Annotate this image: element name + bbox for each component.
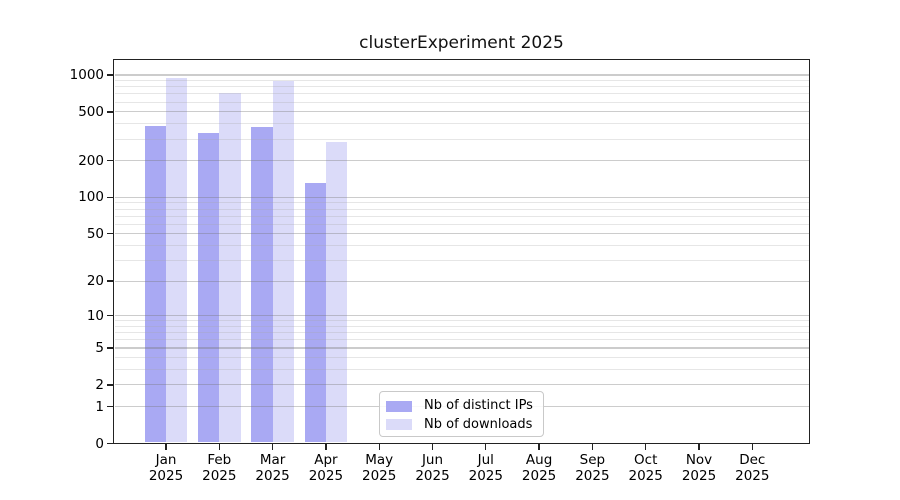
y-tick-2 (107, 384, 113, 386)
x-tick-label-nov-2025: Nov 2025 (681, 452, 717, 484)
y-tick-5 (107, 347, 113, 349)
legend-label-distinct-ips: Nb of distinct IPs (424, 398, 533, 413)
gridline-minor-60 (114, 223, 809, 225)
x-tick-label-may-2025: May 2025 (362, 452, 397, 484)
gridline-major-20 (114, 280, 809, 282)
x-tick-label-feb-2025: Feb 2025 (202, 452, 237, 484)
y-tick-label-10: 10 (86, 307, 104, 324)
gridline-minor-800 (114, 86, 809, 88)
x-tick-label-oct-2025: Oct 2025 (628, 452, 663, 484)
gridline-major-1000 (114, 74, 809, 76)
x-tick-feb-2025 (218, 444, 220, 450)
gridline-minor-900 (114, 80, 809, 82)
x-tick-label-aug-2025: Aug 2025 (521, 452, 557, 484)
x-tick-label-apr-2025: Apr 2025 (308, 452, 344, 484)
y-tick-label-2: 2 (95, 376, 104, 393)
legend-item-downloads: Nb of downloads (386, 417, 532, 433)
bar-nb-of-downloads-mar-2025 (272, 80, 294, 443)
gridline-minor-9 (114, 320, 809, 322)
gridline-minor-8 (114, 325, 809, 327)
legend-label-downloads: Nb of downloads (424, 416, 533, 432)
y-tick-500 (107, 111, 113, 113)
gridline-minor-3 (114, 369, 809, 371)
gridline-major-50 (114, 233, 809, 235)
gridline-minor-300 (114, 138, 809, 140)
bar-nb-of-downloads-apr-2025 (325, 141, 348, 443)
x-tick-label-dec-2025: Dec 2025 (735, 452, 770, 484)
y-tick-label-0: 0 (95, 435, 104, 452)
chart-title: clusterExperiment 2025 (359, 33, 564, 53)
gridline-major-200 (114, 160, 809, 162)
gridline-minor-70 (114, 215, 809, 217)
x-tick-mar-2025 (271, 444, 274, 450)
y-tick-1 (107, 405, 113, 408)
x-tick-label-jan-2025: Jan 2025 (148, 452, 184, 484)
gridline-major-10 (114, 314, 809, 317)
gridline-major-5 (114, 347, 809, 349)
y-tick-1000 (107, 74, 113, 76)
y-tick-label-50: 50 (86, 225, 104, 242)
x-tick-dec-2025 (751, 444, 753, 450)
gridline-minor-700 (114, 93, 809, 95)
plot-area (113, 59, 810, 444)
y-tick-20 (107, 280, 113, 282)
x-tick-apr-2025 (325, 444, 327, 450)
y-tick-50 (107, 233, 113, 235)
gridline-minor-600 (114, 101, 809, 103)
bar-nb-of-distinct-ips-apr-2025 (304, 183, 326, 443)
y-tick-label-200: 200 (78, 152, 104, 169)
gridline-minor-40 (114, 244, 809, 246)
gridline-minor-80 (114, 208, 809, 210)
x-tick-nov-2025 (698, 444, 700, 450)
x-tick-label-jun-2025: Jun 2025 (415, 452, 450, 484)
y-tick-label-1000: 1000 (69, 66, 104, 83)
x-tick-sep-2025 (591, 444, 594, 450)
legend: Nb of distinct IPs Nb of downloads (379, 391, 544, 437)
gridline-minor-7 (114, 332, 809, 334)
bar-nb-of-distinct-ips-jan-2025 (144, 125, 166, 443)
x-tick-label-jul-2025: Jul 2025 (468, 452, 503, 484)
gridline-major-100 (114, 196, 809, 198)
x-tick-may-2025 (378, 444, 380, 450)
y-tick-label-100: 100 (78, 189, 104, 206)
x-tick-label-sep-2025: Sep 2025 (575, 452, 610, 484)
legend-swatch-downloads (386, 419, 412, 430)
x-tick-oct-2025 (645, 444, 647, 450)
gridline-minor-90 (114, 202, 809, 204)
y-tick-200 (107, 159, 113, 162)
bar-nb-of-downloads-feb-2025 (219, 92, 241, 443)
legend-swatch-distinct-ips (386, 400, 412, 412)
gridline-minor-6 (114, 339, 809, 341)
x-tick-label-mar-2025: Mar 2025 (255, 452, 290, 484)
x-tick-jun-2025 (431, 444, 434, 450)
x-tick-jan-2025 (165, 444, 167, 450)
bar-nb-of-downloads-jan-2025 (166, 78, 188, 443)
gridline-major-2 (114, 384, 809, 386)
gridline-minor-4 (114, 357, 809, 359)
x-tick-jul-2025 (485, 444, 487, 450)
legend-item-distinct-ips: Nb of distinct IPs (386, 398, 533, 414)
gridline-major-500 (114, 111, 809, 113)
y-tick-10 (107, 314, 113, 317)
y-tick-label-20: 20 (86, 273, 104, 290)
x-tick-aug-2025 (538, 444, 540, 450)
y-tick-label-5: 5 (95, 339, 104, 356)
gridline-minor-30 (114, 259, 809, 261)
y-tick-label-1: 1 (95, 398, 104, 415)
bar-nb-of-distinct-ips-feb-2025 (198, 133, 220, 443)
y-tick-100 (107, 196, 113, 199)
y-tick-0 (107, 442, 113, 445)
y-tick-label-500: 500 (78, 103, 104, 120)
bar-nb-of-distinct-ips-mar-2025 (251, 126, 273, 443)
gridline-minor-400 (114, 123, 809, 125)
